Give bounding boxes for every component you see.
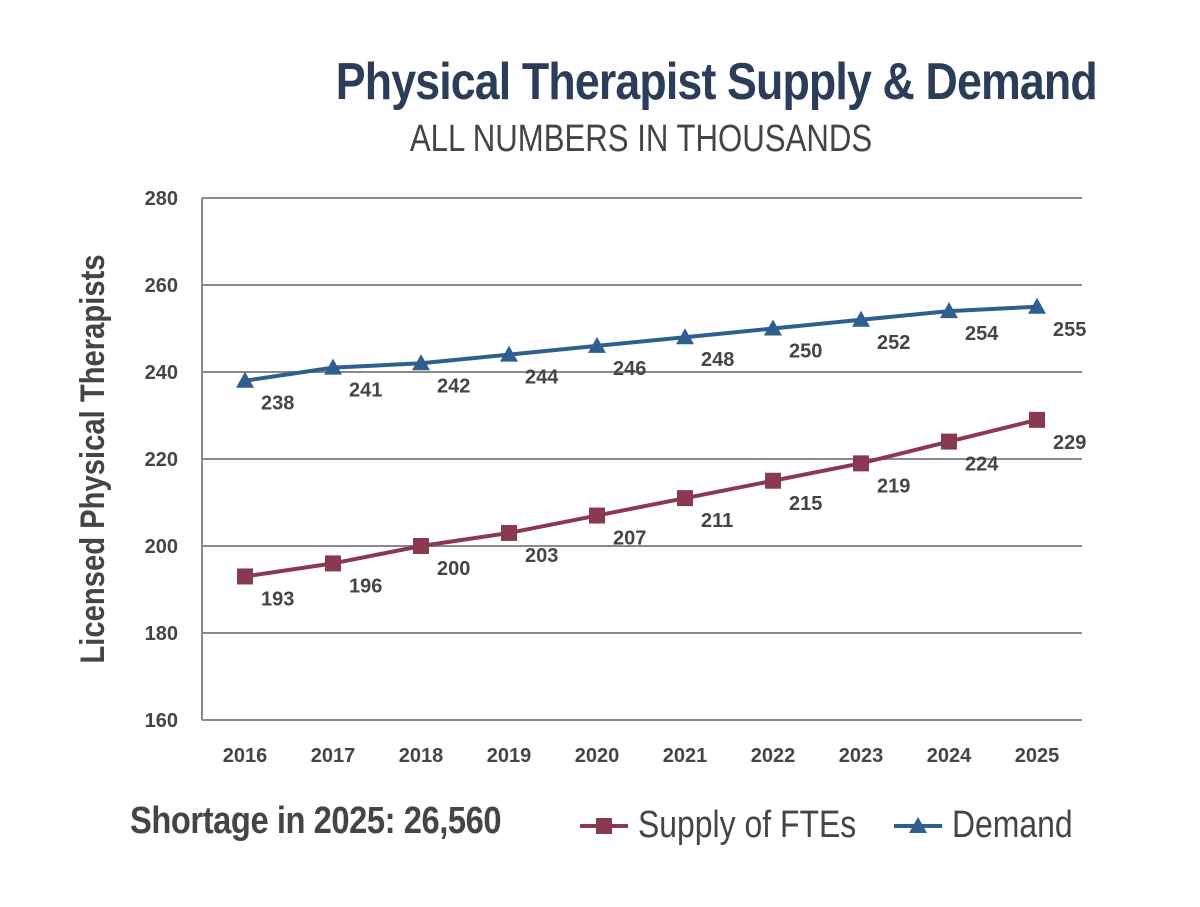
data-label: 246 [613,358,646,380]
series-line-demand [244,304,1038,383]
x-tick-label: 2023 [839,745,884,767]
legend-label-supply: Supply of FTEs [638,803,857,846]
data-point-demand [324,358,342,375]
data-point-demand [852,310,870,327]
y-tick-label: 280 [145,188,178,210]
legend-item-demand: Demand [894,800,1096,850]
data-label: 229 [1053,432,1086,454]
data-label: 193 [261,588,294,610]
data-point-demand [940,302,958,319]
data-label: 196 [349,575,382,597]
data-point-supply [765,472,781,489]
x-tick-label: 2024 [927,745,972,767]
chart-title: Physical Therapist Supply & Demand [335,53,1098,111]
data-label: 244 [525,367,559,389]
y-tick-label: 200 [145,536,178,558]
y-tick-label: 220 [145,449,178,471]
legend-item-supply: Supply of FTEs [580,800,898,850]
x-tick-label: 2021 [663,745,708,767]
data-label: 238 [261,393,294,415]
y-tick-label: 160 [145,710,178,732]
data-point-supply [237,568,253,585]
shortage-note: Shortage in 2025: 26,560 [130,800,502,842]
x-tick-label: 2025 [1015,745,1060,767]
data-point-supply [501,524,517,541]
data-point-supply [325,555,341,572]
x-tick-label: 2019 [487,745,532,767]
x-tick-label: 2018 [399,745,444,767]
data-point-supply [941,433,957,450]
data-label: 203 [525,545,558,567]
legend-label-demand: Demand [952,803,1073,846]
data-label: 242 [437,375,470,397]
data-label: 219 [877,475,910,497]
data-label: 255 [1053,319,1086,341]
data-point-supply [413,538,429,554]
data-point-demand [412,354,430,371]
x-tick-label: 2020 [575,745,620,767]
x-tick-label: 2016 [223,745,268,767]
data-point-demand [676,328,694,345]
data-label: 248 [701,349,734,371]
y-tick-label: 240 [145,362,178,384]
x-tick-label: 2017 [311,745,356,767]
data-point-supply [1029,411,1045,428]
data-point-demand [1028,297,1046,314]
legend-swatch-supply [580,812,628,838]
data-label: 211 [701,510,733,532]
data-point-supply [589,507,605,524]
data-label: 254 [965,323,999,345]
data-label: 252 [877,332,910,354]
data-point-supply [853,455,869,472]
y-tick-label: 260 [145,275,178,297]
y-axis-label: Licensed Physical Therapists [73,254,112,663]
data-label: 215 [789,493,822,515]
data-point-demand [236,371,254,388]
data-label: 207 [613,528,646,550]
data-label: 200 [437,558,470,580]
series-line-supply [244,417,1038,579]
data-point-demand [764,319,782,336]
chart-subtitle: ALL NUMBERS IN THOUSANDS [409,118,873,160]
data-point-supply [677,490,693,507]
data-label: 224 [965,454,999,476]
data-label: 241 [349,380,382,402]
data-label: 250 [789,341,822,363]
y-tick-label: 180 [145,623,178,645]
legend-swatch-demand [894,812,942,838]
data-point-demand [500,345,518,362]
x-tick-label: 2022 [751,745,796,767]
data-point-demand [588,336,606,353]
